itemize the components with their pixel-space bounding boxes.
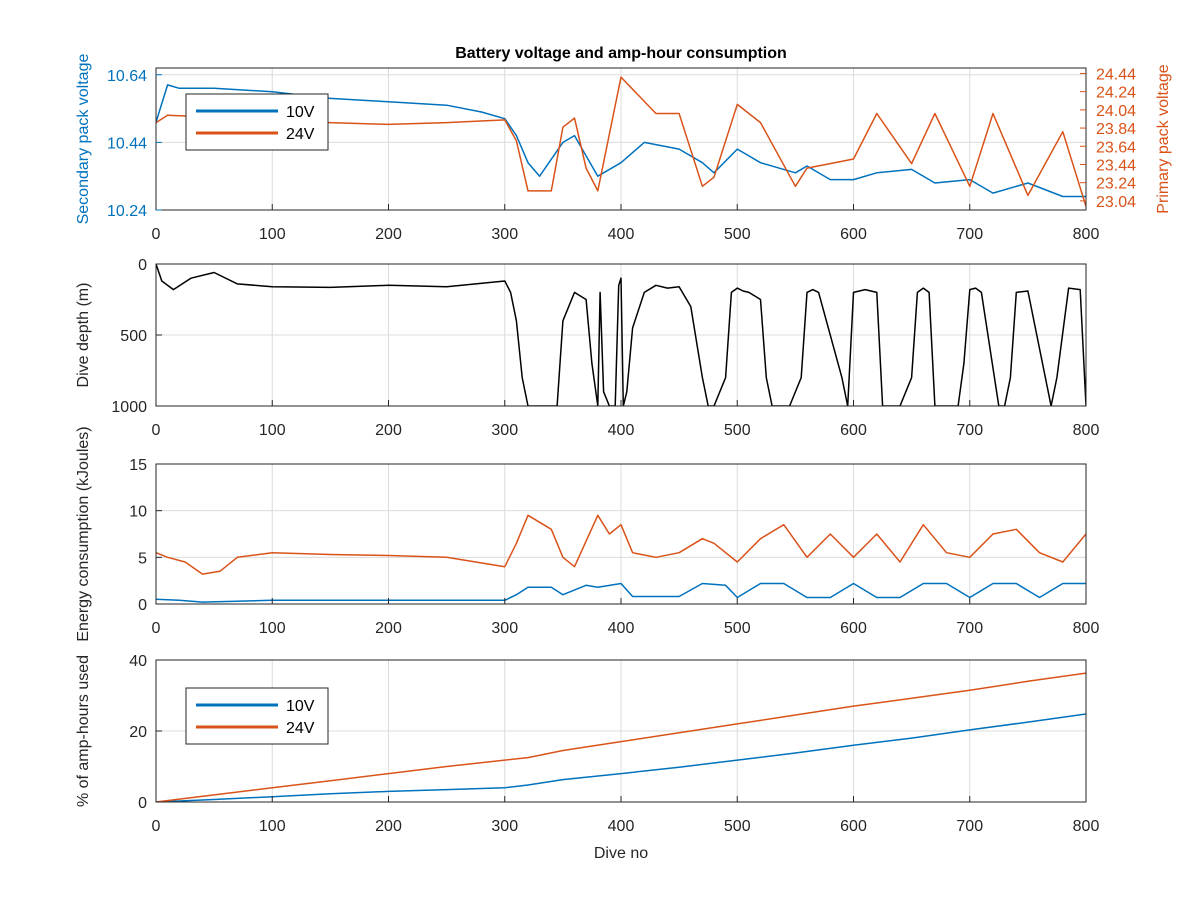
series-line-24v <box>156 672 1086 802</box>
series-line-1 <box>156 582 1086 603</box>
y-axis-label: Dive depth (m) <box>75 283 92 388</box>
x-tick-label: 500 <box>724 226 751 243</box>
legend-box <box>185 687 329 745</box>
x-tick-label: 500 <box>724 818 751 835</box>
x-tick-label: 800 <box>1073 818 1100 835</box>
y-axis-label: % of amp-hours used <box>75 655 92 807</box>
y-tick-label: 500 <box>120 328 147 345</box>
x-tick-label: 800 <box>1073 226 1100 243</box>
y-tick-label: 10 <box>129 504 147 521</box>
y-tick-label: 5 <box>138 550 147 567</box>
x-tick-label: 0 <box>152 620 161 637</box>
x-tick-label: 200 <box>375 620 402 637</box>
series-line-24v <box>156 76 1086 207</box>
x-tick-label: 100 <box>259 226 286 243</box>
y-tick-label: 10.44 <box>107 135 147 152</box>
y-tick-label: 10.64 <box>107 68 147 85</box>
x-tick-label: 200 <box>375 422 402 439</box>
x-tick-label: 200 <box>375 818 402 835</box>
y-right-tick-label: 23.84 <box>1096 121 1136 138</box>
series-line-10v <box>156 84 1086 198</box>
y-right-axis-label: Primary pack voltage <box>1155 64 1172 213</box>
energy-consumption-panel: 0 100 200 300 400 500 600 700 800 0 5 10 15 Energy co… <box>75 426 1099 641</box>
x-tick-label: 500 <box>724 620 751 637</box>
y-right-tick-label: 24.04 <box>1096 103 1136 120</box>
x-tick-label: 400 <box>608 818 635 835</box>
x-tick-label: 0 <box>152 818 161 835</box>
amp-hours-panel: 0 100 200 300 400 500 600 700 800 0 20 40 % of amp-h… <box>75 653 1099 862</box>
x-tick-label: 600 <box>840 422 867 439</box>
x-tick-label: 700 <box>956 422 983 439</box>
legend-label-10v: 10V <box>286 104 315 121</box>
x-tick-label: 100 <box>259 422 286 439</box>
voltage-panel: 0 100 200 300 400 500 600 700 800 10.24 10.44 10.64… <box>75 45 1172 243</box>
y-right-tick-label: 24.44 <box>1096 66 1136 83</box>
x-tick-label: 300 <box>491 422 518 439</box>
y-tick-label: 10.24 <box>107 203 147 220</box>
y-right-tick-label: 23.44 <box>1096 157 1136 174</box>
x-tick-label: 800 <box>1073 422 1100 439</box>
legend-label-24v: 24V <box>286 720 315 737</box>
x-tick-label: 100 <box>259 620 286 637</box>
x-tick-label: 300 <box>491 226 518 243</box>
x-axis-label: Dive no <box>594 845 648 862</box>
x-tick-label: 700 <box>956 620 983 637</box>
x-tick-label: 400 <box>608 226 635 243</box>
x-tick-label: 400 <box>608 620 635 637</box>
y-axis-label: Energy consumption (kJoules) <box>75 426 92 641</box>
x-tick-label: 600 <box>840 620 867 637</box>
y-right-tick-label: 23.64 <box>1096 139 1136 156</box>
x-tick-label: 600 <box>840 226 867 243</box>
y-tick-label: 0 <box>138 795 147 812</box>
y-tick-label: 0 <box>138 257 147 274</box>
x-tick-label: 100 <box>259 818 286 835</box>
x-tick-label: 0 <box>152 422 161 439</box>
y-right-tick-label: 23.24 <box>1096 176 1136 193</box>
chart-title: Battery voltage and amp-hour consumption <box>455 45 787 62</box>
x-tick-label: 700 <box>956 818 983 835</box>
legend-label-10v: 10V <box>286 698 315 715</box>
legend-box <box>185 93 329 151</box>
x-tick-label: 200 <box>375 226 402 243</box>
x-tick-label: 500 <box>724 422 751 439</box>
y-tick-label: 40 <box>129 653 147 670</box>
y-tick-label: 0 <box>138 597 147 614</box>
series-line-0 <box>156 514 1086 575</box>
series-line-0 <box>156 264 1086 406</box>
y-tick-label: 1000 <box>111 399 147 416</box>
x-tick-label: 300 <box>491 818 518 835</box>
x-tick-label: 700 <box>956 226 983 243</box>
y-tick-label: 15 <box>129 457 147 474</box>
x-tick-label: 300 <box>491 620 518 637</box>
x-tick-label: 0 <box>152 226 161 243</box>
x-tick-label: 400 <box>608 422 635 439</box>
y-tick-label: 20 <box>129 724 147 741</box>
dive-depth-panel: 0 100 200 300 400 500 600 700 800 0 500 1000 Dive de… <box>75 257 1099 439</box>
x-tick-label: 800 <box>1073 620 1100 637</box>
series-line-10v <box>156 713 1086 802</box>
y-axis-label: Secondary pack voltage <box>75 54 92 225</box>
y-right-tick-label: 23.04 <box>1096 194 1136 211</box>
y-right-tick-label: 24.24 <box>1096 85 1136 102</box>
x-tick-label: 600 <box>840 818 867 835</box>
legend-label-24v: 24V <box>286 126 315 143</box>
